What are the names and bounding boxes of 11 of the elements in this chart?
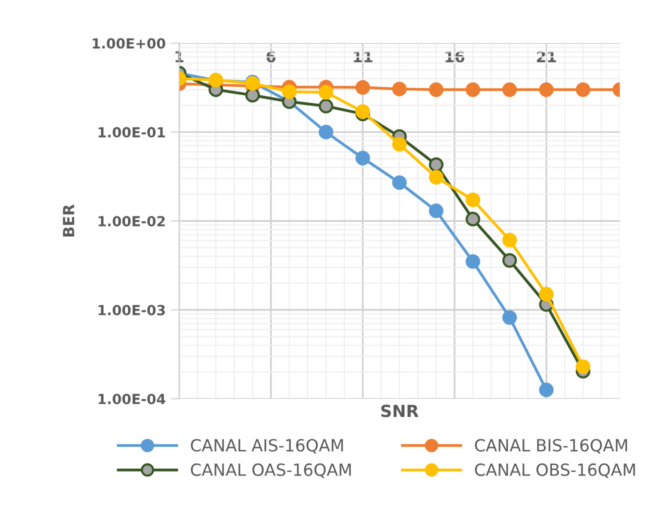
y-axis-title: BER xyxy=(63,204,74,236)
y-tick-label: 1.00E+00 xyxy=(92,38,166,49)
legend-label: CANAL OBS-16QAM xyxy=(475,463,635,478)
y-tick-label: 1.00E-01 xyxy=(98,127,165,138)
legend-label: CANAL BIS-16QAM xyxy=(475,438,627,454)
y-tick-label: 1.00E-03 xyxy=(98,304,165,316)
legend-label: CANAL OAS-16QAM xyxy=(190,463,351,478)
y-tick-label: 1.00E-04 xyxy=(98,394,166,404)
x-axis-title: SNR xyxy=(381,404,419,418)
legend-label: CANAL AIS-16QAM xyxy=(190,438,343,454)
y-tick-label: 1.00E-02 xyxy=(98,216,165,226)
